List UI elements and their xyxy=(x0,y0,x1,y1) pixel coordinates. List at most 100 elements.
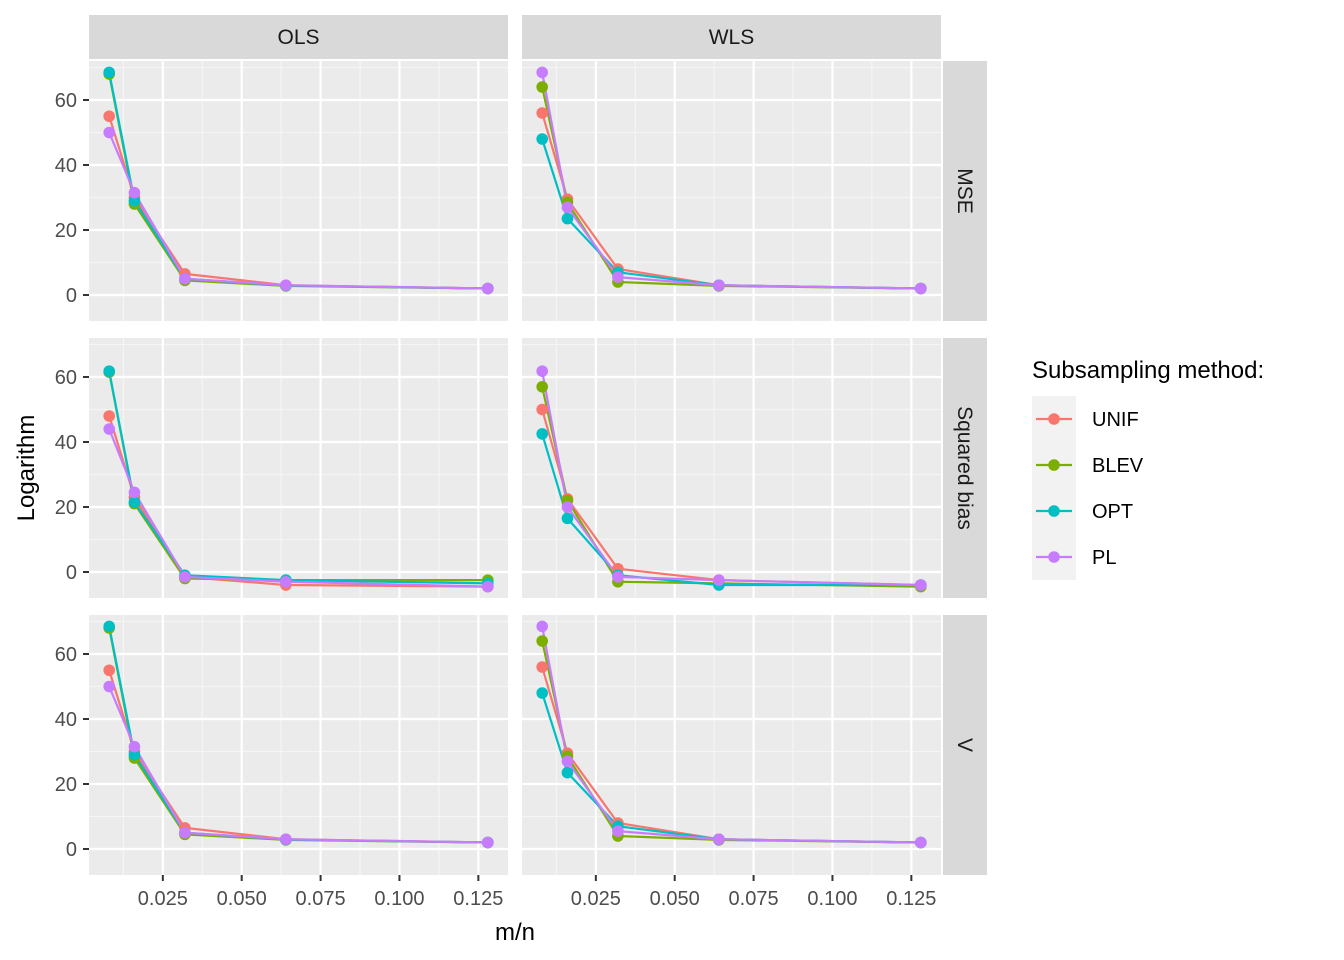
strip-background xyxy=(522,15,941,59)
row-strip-squared-bias: Squared bias xyxy=(943,338,987,598)
x-tick-label: 0.125 xyxy=(453,888,503,910)
strip-label: V xyxy=(953,738,976,752)
data-point-opt xyxy=(536,428,548,440)
legend-item-opt: OPT xyxy=(1032,488,1133,534)
legend-item-blev: BLEV xyxy=(1032,442,1144,488)
data-point-opt xyxy=(536,133,548,145)
data-point-unif xyxy=(536,661,548,673)
x-tick-label: 0.075 xyxy=(296,888,346,910)
panel-ols-v xyxy=(89,615,508,875)
data-point-pl xyxy=(103,680,115,693)
data-point-opt xyxy=(128,748,141,761)
strip-background xyxy=(943,338,987,598)
data-point-blev xyxy=(536,81,548,93)
x-tick-label: 0.050 xyxy=(217,888,267,910)
legend-title: Subsampling method: xyxy=(1032,357,1264,384)
panel-wls-mse xyxy=(522,61,941,321)
panel-background xyxy=(89,338,508,598)
column-strip-wls: WLS xyxy=(522,15,941,59)
strip-label: MSE xyxy=(953,168,976,214)
data-point-blev xyxy=(536,635,548,647)
data-point-pl xyxy=(179,571,191,583)
strip-background xyxy=(943,61,987,321)
data-point-unif xyxy=(103,664,115,677)
data-point-pl xyxy=(280,833,292,846)
data-point-opt xyxy=(561,766,574,779)
y-tick-label: 20 xyxy=(55,497,77,519)
legend-label: BLEV xyxy=(1092,455,1144,477)
data-point-pl xyxy=(536,66,548,79)
x-tick-label: 0.125 xyxy=(886,888,936,910)
panel-background xyxy=(522,338,941,598)
data-point-pl xyxy=(128,186,141,199)
legend-key-point xyxy=(1048,413,1060,425)
data-point-pl xyxy=(103,126,115,139)
data-point-pl xyxy=(482,282,494,295)
data-point-blev xyxy=(536,380,548,393)
y-tick-label: 60 xyxy=(55,367,77,389)
data-point-pl xyxy=(280,279,292,292)
strip-background xyxy=(943,615,987,875)
x-tick-label: 0.100 xyxy=(807,888,857,910)
data-point-pl xyxy=(128,740,141,753)
panel-background xyxy=(89,615,508,875)
data-point-pl xyxy=(915,579,927,591)
x-tick-label: 0.050 xyxy=(650,888,700,910)
panel-ols-mse xyxy=(89,61,508,321)
axes: 0 20 40 60 0 20 40 60 0 20 40 60 0.025 0.050 0.075 0.10… xyxy=(55,90,937,910)
data-point-pl xyxy=(103,423,115,435)
data-point-pl xyxy=(713,574,725,586)
legend-label: PL xyxy=(1092,547,1116,569)
y-tick-label: 60 xyxy=(55,644,77,666)
legend-key-point xyxy=(1048,551,1060,563)
x-tick-label: 0.025 xyxy=(571,888,621,910)
data-point-pl xyxy=(536,365,548,377)
data-point-unif xyxy=(103,110,115,123)
panel-background xyxy=(89,61,508,321)
panel-ols-squared-bias xyxy=(89,338,508,598)
row-strip-mse: MSE xyxy=(943,61,987,321)
x-axis-title: m/n xyxy=(495,919,535,946)
panel-wls-squared-bias xyxy=(522,338,941,598)
data-point-pl xyxy=(915,282,927,295)
data-point-pl xyxy=(612,571,624,583)
x-tick-label: 0.025 xyxy=(138,888,188,910)
y-axis-title: Logarithm xyxy=(13,415,40,522)
y-tick-label: 0 xyxy=(66,285,77,307)
panel-background xyxy=(522,61,941,321)
strip-label: WLS xyxy=(709,26,755,49)
facet-panels xyxy=(89,61,941,875)
facet-strips: OLS WLS MSE Squared bias V xyxy=(89,15,987,875)
data-point-pl xyxy=(482,836,494,849)
x-tick-label: 0.100 xyxy=(374,888,424,910)
strip-background xyxy=(89,15,508,59)
y-tick-label: 20 xyxy=(55,220,77,242)
data-point-pl xyxy=(128,486,141,499)
data-point-pl xyxy=(561,501,574,513)
data-point-pl xyxy=(280,575,292,588)
strip-label: Squared bias xyxy=(953,406,976,530)
legend-item-unif: UNIF xyxy=(1032,396,1139,442)
data-point-opt xyxy=(128,194,141,207)
x-tick-label: 0.075 xyxy=(729,888,779,910)
data-point-pl xyxy=(179,272,191,285)
row-strip-v: V xyxy=(943,615,987,875)
data-point-pl xyxy=(561,201,574,214)
legend-label: OPT xyxy=(1092,501,1133,523)
data-point-pl xyxy=(915,836,927,849)
data-point-pl xyxy=(179,826,191,839)
data-point-opt xyxy=(103,66,115,79)
data-point-unif xyxy=(103,410,115,422)
y-tick-label: 60 xyxy=(55,90,77,112)
data-point-pl xyxy=(482,580,494,593)
data-point-opt xyxy=(103,365,115,377)
y-tick-label: 20 xyxy=(55,774,77,796)
data-point-unif xyxy=(536,107,548,119)
y-tick-label: 0 xyxy=(66,562,77,584)
data-point-opt xyxy=(536,687,548,699)
data-point-pl xyxy=(612,271,624,283)
data-point-opt xyxy=(561,212,574,225)
panel-background xyxy=(522,615,941,875)
panel-wls-v xyxy=(522,615,941,875)
